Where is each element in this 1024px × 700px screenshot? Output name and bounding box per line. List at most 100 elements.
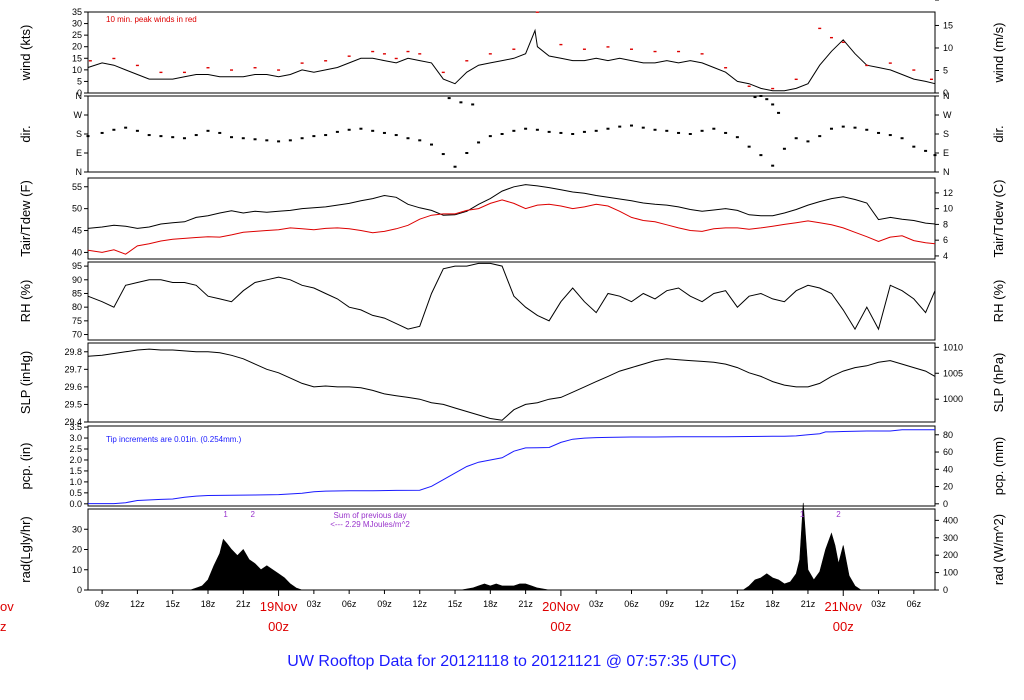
left-tick-label: 30 [72, 19, 82, 29]
left-tick-label: E [76, 148, 82, 158]
right-tick-label: S [943, 129, 949, 139]
y-axis-label-right: SLP (hPa) [991, 353, 1006, 413]
right-tick-label: 1000 [943, 394, 963, 404]
left-tick-label: 20 [72, 545, 82, 555]
sun-marker: 2 [250, 510, 255, 519]
left-tick-label: 29.7 [64, 364, 82, 374]
x-tick-label: 03z [307, 599, 322, 609]
direction-point [171, 136, 175, 139]
direction-point [747, 145, 751, 148]
left-tick-label: 30 [72, 524, 82, 534]
sun-marker: 2 [836, 510, 841, 519]
slp-line [87, 348, 936, 421]
x-day-time: 00z [268, 619, 289, 634]
direction-point [933, 154, 937, 157]
peak-wind-mark [112, 57, 116, 60]
peak-wind-mark [841, 41, 845, 43]
peak-wind-mark [535, 11, 539, 13]
peak-wind-mark [606, 46, 610, 48]
peak-wind-mark [406, 50, 410, 53]
right-tick-label: 400 [943, 515, 958, 525]
x-tick-label: 21z [801, 599, 816, 609]
direction-point [806, 140, 810, 143]
left-tick-label: 3.0 [69, 433, 82, 443]
right-tick-label: 0 [943, 585, 948, 595]
right-tick-label: 1005 [943, 368, 963, 378]
direction-point [724, 131, 728, 134]
right-tick-label: W [943, 110, 952, 120]
direction-point [547, 130, 551, 133]
right-tick-label: 5 [943, 65, 948, 75]
direction-point [765, 98, 769, 101]
right-tick-label: 70 [943, 0, 953, 2]
radiation-area [190, 538, 303, 591]
left-tick-label: 2.5 [69, 444, 82, 454]
y-axis-label-right: RH (%) [991, 280, 1006, 323]
direction-point [477, 141, 481, 144]
left-tick-label: 29.8 [64, 347, 82, 357]
direction-point [453, 165, 457, 168]
direction-point [100, 131, 104, 134]
y-axis-label-left: pcp. (in) [18, 443, 33, 490]
direction-point [182, 137, 186, 140]
sun-marker: 1 [800, 510, 805, 519]
panel-tair: 40 45 50 55 4 6 8 10 12 Tair/Tdew (F) Tair/Tdew (C… [18, 177, 1006, 261]
direction-point [629, 124, 633, 127]
y-axis-label-left: dir. [18, 125, 33, 142]
left-tick-label: 90 [72, 275, 82, 285]
direction-point [782, 147, 786, 150]
direction-point [471, 103, 475, 106]
direction-point [688, 133, 692, 135]
direction-point [500, 133, 504, 135]
right-tick-label: 80 [943, 0, 953, 2]
panel-frame [87, 177, 936, 260]
left-tick-label: 2.0 [69, 455, 82, 465]
x-tick-label: 03z [589, 599, 604, 609]
x-tick-label: 18z [765, 599, 780, 609]
direction-point [394, 134, 398, 137]
direction-point [535, 128, 539, 131]
panel-annotation: Tip increments are 0.01in. (0.254mm.) [106, 435, 242, 444]
right-tick-label: 200 [943, 550, 958, 560]
peak-wind-mark [724, 67, 728, 69]
right-tick-label: 10 [943, 43, 953, 53]
peak-wind-mark [629, 48, 633, 50]
direction-point [347, 128, 351, 131]
right-tick-label: 15 [943, 20, 953, 30]
direction-point [418, 139, 422, 142]
x-tick-label: 12z [130, 599, 145, 609]
y-axis-label-right: dir. [991, 125, 1006, 142]
direction-point [488, 135, 492, 138]
direction-point [382, 131, 386, 134]
y-axis-label-right: pcp. (mm) [991, 437, 1006, 496]
right-tick-label: N [943, 167, 950, 177]
direction-point [653, 128, 657, 131]
direction-point [406, 137, 410, 140]
peak-wind-mark [888, 62, 892, 64]
x-tick-label: 03z [871, 599, 886, 609]
peak-wind-mark [182, 71, 186, 74]
panel-slp: 29.4 29.5 29.6 29.7 29.8 1000 1005 1010 SLP (inH… [18, 342, 1006, 427]
x-tick-label: 15z [448, 599, 463, 609]
peak-wind-mark [653, 50, 657, 53]
left-tick-label: 40 [72, 247, 82, 257]
x-day-label: 21Nov [824, 599, 862, 614]
x-tick-label: 18z [201, 599, 216, 609]
x-day-time: 00z [833, 619, 854, 634]
x-tick-label: 09z [95, 599, 110, 609]
peak-wind-mark [559, 43, 563, 46]
x-tick-label: 09z [660, 599, 675, 609]
right-tick-label: 4 [943, 251, 948, 261]
direction-point [277, 140, 281, 143]
direction-point [124, 126, 128, 129]
peak-wind-mark [135, 64, 139, 67]
panel-frame [87, 261, 936, 341]
peak-wind-mark [488, 53, 492, 55]
right-tick-label: 6 [943, 235, 948, 245]
left-tick-label: 10 [72, 65, 82, 75]
direction-point [135, 129, 139, 132]
right-tick-label: 75 [943, 0, 953, 2]
left-tick-label: 0 [77, 88, 82, 98]
right-tick-label: 12 [943, 188, 953, 198]
